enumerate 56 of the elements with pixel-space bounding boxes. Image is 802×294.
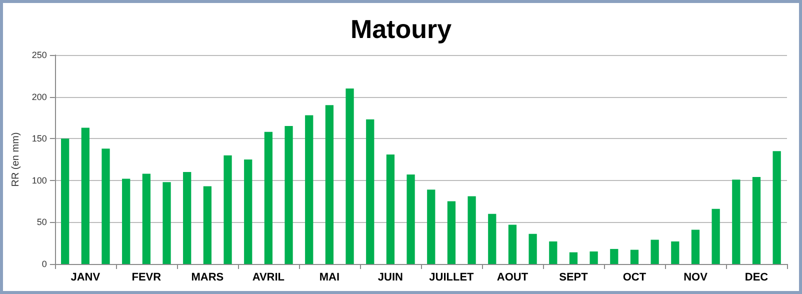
bar: [346, 88, 354, 264]
x-tick-label: AVRIL: [252, 272, 285, 284]
bar: [102, 148, 110, 264]
y-tick-label: 150: [32, 134, 47, 144]
x-tick-label: SEPT: [559, 272, 588, 284]
y-tick-label: 200: [32, 92, 47, 102]
x-tick-label: MARS: [191, 272, 224, 284]
y-tick-label: 50: [36, 217, 47, 228]
bar: [752, 177, 761, 264]
bar: [61, 138, 70, 264]
bar: [81, 128, 90, 264]
bar: [447, 201, 456, 264]
x-tick-label: JUILLET: [429, 272, 474, 284]
x-tick-label: JANV: [70, 272, 101, 284]
y-tick-label: 100: [32, 175, 47, 186]
y-tick-label: 0: [42, 259, 47, 269]
bar: [142, 174, 150, 264]
bar: [610, 248, 618, 264]
x-tick-label: MAI: [319, 272, 340, 284]
x-tick-label: FEVR: [132, 272, 162, 284]
x-tick-label: DEC: [744, 272, 768, 284]
bar: [244, 160, 252, 264]
bar: [508, 224, 517, 264]
bar: [671, 241, 680, 264]
bar: [203, 186, 212, 264]
bar: [325, 105, 334, 264]
bar: [284, 126, 293, 264]
bar: [590, 251, 598, 264]
bar: [406, 174, 415, 264]
bar: [691, 230, 700, 264]
bar: [366, 119, 374, 264]
y-tick-label: 250: [32, 50, 47, 60]
x-tick-label: OCT: [622, 272, 646, 284]
bar: [183, 172, 192, 264]
bar: [427, 190, 436, 264]
bar: [630, 250, 639, 264]
bar: [650, 240, 659, 264]
bar: [549, 241, 558, 264]
bar: [468, 196, 476, 264]
bar: [264, 132, 273, 264]
x-tick-label: AOUT: [496, 272, 528, 284]
chart-title: Matoury: [350, 14, 452, 44]
x-tick-label: NOV: [684, 272, 708, 284]
bar: [305, 115, 314, 264]
bar: [488, 214, 496, 264]
bar: [732, 180, 740, 264]
y-axis-title: RR (en mm): [10, 132, 22, 187]
bar: [162, 182, 171, 264]
bar: [772, 151, 781, 264]
bar: [224, 155, 232, 264]
bar: [569, 252, 578, 264]
bar: [528, 234, 537, 264]
x-tick-label: JUIN: [378, 272, 404, 284]
bar: [712, 208, 720, 264]
bar: [122, 178, 130, 264]
bar: [386, 154, 395, 264]
